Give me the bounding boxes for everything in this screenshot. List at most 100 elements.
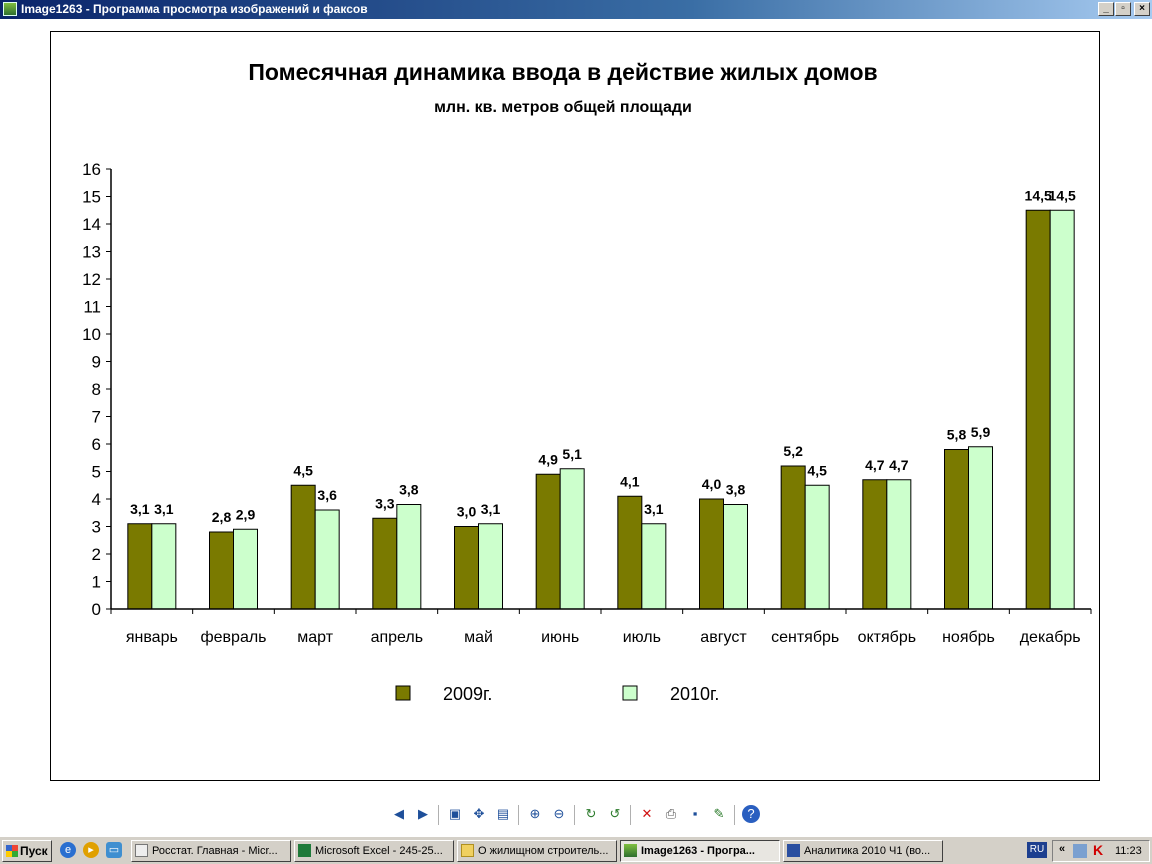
network-icon[interactable]: [1073, 844, 1087, 858]
bar-series-1: [535, 473, 561, 610]
next-icon[interactable]: ▶: [418, 806, 428, 821]
data-label: 3,8: [399, 482, 419, 498]
bar-series-2: [151, 523, 177, 610]
data-label: 3,8: [726, 482, 746, 498]
close-button[interactable]: ×: [1134, 2, 1150, 16]
data-label: 4,1: [620, 473, 640, 489]
toolbar-separator: [734, 805, 735, 825]
y-tick-label: 16: [82, 160, 101, 179]
toolbar-separator: [574, 805, 575, 825]
chart-title: Помесячная динамика ввода в действие жил…: [248, 59, 877, 85]
bar-series-1: [944, 449, 969, 610]
previous-icon[interactable]: ◀: [394, 806, 404, 821]
bar-series-2: [559, 468, 585, 610]
taskbar-item-folder[interactable]: О жилищном строитель...: [457, 840, 617, 862]
y-tick-label: 8: [92, 380, 101, 399]
legend-label: 2009г.: [443, 684, 492, 704]
bar-series-2: [723, 504, 748, 610]
taskbar-item-rosstat[interactable]: Росстат. Главная - Micr...: [131, 840, 291, 862]
x-tick-label: октябрь: [858, 629, 916, 646]
bars: 3,1 3,12,8 2,94,53,63,33,83,0 3,14,9 5,14,13…: [127, 187, 1076, 610]
data-label: 4,5: [807, 462, 827, 478]
language-indicator[interactable]: RU: [1027, 842, 1047, 858]
y-tick-label: 4: [92, 490, 101, 509]
task-label: О жилищном строитель...: [478, 845, 609, 857]
y-tick-label: 11: [83, 298, 101, 317]
y-tick-label: 14: [82, 215, 101, 234]
data-label: 4,7: [889, 457, 909, 473]
word-icon: [787, 844, 800, 857]
save-icon[interactable]: ▪: [692, 806, 698, 821]
task-label: Аналитика 2010 Ч1 (во...: [804, 845, 931, 857]
y-tick-label: 9: [92, 353, 101, 372]
clock[interactable]: 11:23: [1115, 845, 1142, 857]
bar-series-2: [641, 523, 667, 610]
x-axis: январь февраль март апрель май июнь июль август…: [110, 608, 1092, 646]
image-canvas: Помесячная динамика ввода в действие жил…: [50, 31, 1100, 781]
bar-series-1: [699, 498, 724, 610]
data-label: 2,8: [212, 509, 232, 525]
ie-icon[interactable]: e: [60, 842, 76, 858]
x-tick-label: ноябрь: [942, 629, 995, 646]
y-tick-label: 2: [92, 545, 101, 564]
maximize-button[interactable]: ▫: [1115, 2, 1131, 16]
zoom-out-icon[interactable]: ⊖: [553, 806, 565, 821]
toolbar-separator: [518, 805, 519, 825]
data-label: 3,3: [375, 495, 395, 511]
bar-series-1: [454, 526, 479, 610]
slideshow-icon[interactable]: ▤: [496, 806, 510, 821]
help-icon[interactable]: ?: [742, 805, 760, 823]
delete-icon[interactable]: ✕: [641, 806, 653, 821]
bar-series-1: [209, 531, 234, 610]
data-label: 3,1: [481, 501, 501, 517]
data-label: 4,9: [538, 451, 558, 467]
actual-size-icon[interactable]: ✥: [473, 806, 485, 821]
print-icon[interactable]: ⎙: [665, 806, 677, 821]
taskbar-item-word[interactable]: Аналитика 2010 Ч1 (во...: [783, 840, 943, 862]
data-label: 4,7: [865, 457, 885, 473]
edit-icon[interactable]: ✎: [713, 806, 725, 821]
rotate-counterclockwise-icon[interactable]: ↺: [609, 806, 621, 821]
data-label: 14,5: [1025, 187, 1052, 203]
start-button[interactable]: Пуск: [2, 840, 52, 862]
data-label: 5,2: [783, 443, 803, 459]
image-viewer-icon: [3, 2, 17, 16]
minimize-button[interactable]: _: [1098, 2, 1114, 16]
data-label: 3,1: [154, 501, 174, 517]
bar-series-2: [233, 528, 258, 610]
y-tick-label: 7: [92, 408, 101, 427]
taskbar-item-image-viewer[interactable]: Image1263 - Програ...: [620, 840, 780, 862]
data-label: 5,9: [971, 424, 991, 440]
bar-series-1: [780, 465, 806, 610]
media-player-icon[interactable]: ▸: [83, 842, 99, 858]
bar-series-2: [396, 504, 422, 610]
viewer-toolbar: ◀ ▶ ▣ ✥ ▤ ⊕ ⊖ ↻ ↺ ✕ ⎙ ▪ ✎ ?: [386, 803, 766, 827]
taskbar-item-excel[interactable]: Microsoft Excel - 245-25...: [294, 840, 454, 862]
best-fit-icon[interactable]: ▣: [448, 806, 462, 821]
bar-series-2: [968, 446, 993, 610]
y-tick-label: 1: [92, 573, 101, 592]
task-label: Image1263 - Програ...: [641, 845, 755, 857]
x-tick-label: май: [464, 629, 493, 646]
data-label: 5,8: [947, 427, 967, 443]
zoom-in-icon[interactable]: ⊕: [529, 806, 541, 821]
x-tick-label: сентябрь: [771, 629, 839, 646]
chart-legend: 2009г. 2010г.: [395, 684, 719, 704]
antivirus-icon[interactable]: K: [1093, 842, 1104, 858]
data-label: 2,9: [236, 506, 256, 522]
x-tick-label: июль: [623, 629, 661, 646]
x-tick-label: июнь: [541, 629, 579, 646]
x-tick-label: февраль: [200, 629, 266, 646]
rotate-clockwise-icon[interactable]: ↻: [585, 806, 597, 821]
toolbar-separator: [630, 805, 631, 825]
x-tick-label: март: [297, 629, 333, 646]
x-tick-label: апрель: [371, 629, 424, 646]
toolbar-separator: [438, 805, 439, 825]
y-tick-label: 12: [82, 270, 101, 289]
tray-expand-button[interactable]: «: [1059, 843, 1066, 855]
x-tick-label: декабрь: [1020, 629, 1081, 646]
windows-logo-icon: [6, 845, 18, 857]
taskbar: Пуск e ▸ ▭ Росстат. Главная - Micr... Mi…: [0, 836, 1152, 864]
window-titlebar[interactable]: Image1263 - Программа просмотра изображе…: [0, 0, 1152, 19]
desktop-icon[interactable]: ▭: [106, 842, 122, 858]
